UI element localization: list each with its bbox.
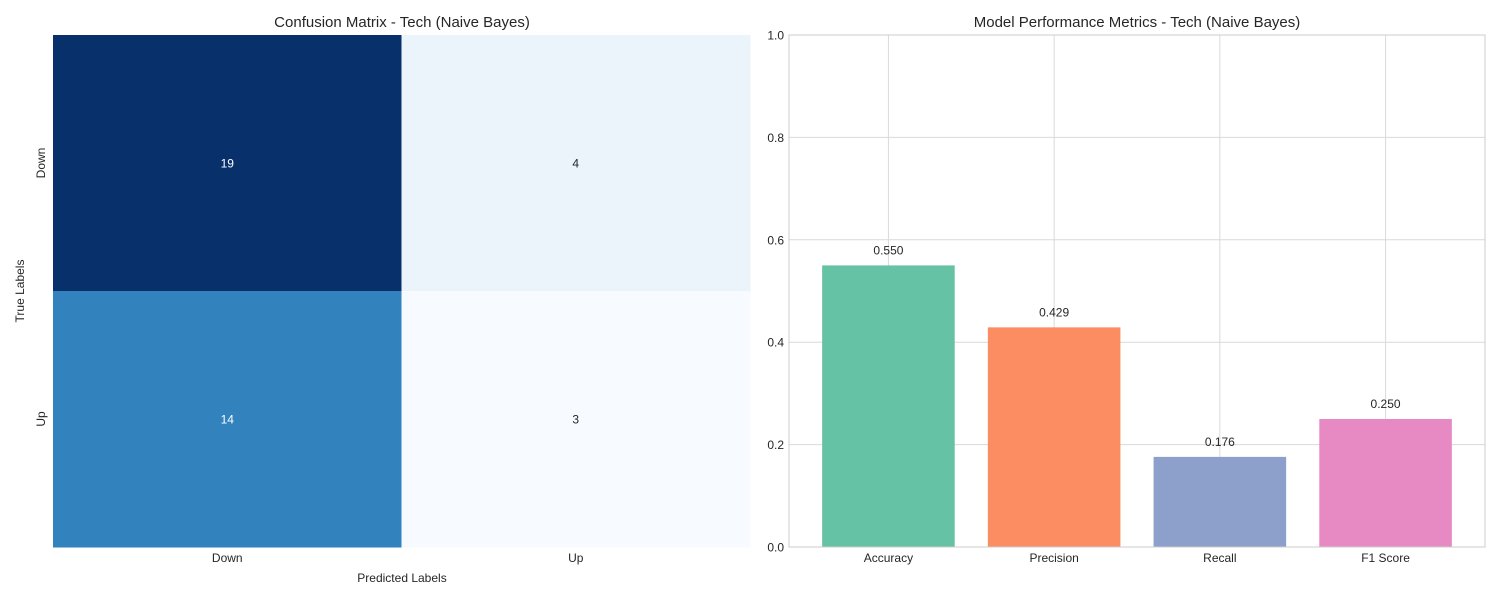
metric-bar xyxy=(987,327,1121,547)
heatmap-cell xyxy=(401,35,751,292)
heatmap-title: Confusion Matrix - Tech (Naive Bayes) xyxy=(274,14,530,31)
heatmap-cell-value: 14 xyxy=(221,413,235,427)
heatmap-x-tick-label: Up xyxy=(568,551,584,565)
bar-chart-y-tick-label: 0.8 xyxy=(767,131,784,145)
confusion-matrix-chart: Confusion Matrix - Tech (Naive Bayes) 19… xyxy=(13,14,751,585)
heatmap-x-tick-label: Down xyxy=(212,551,243,565)
bar-chart-x-tick-label: Accuracy xyxy=(864,551,913,565)
heatmap-y-axis-label: True Labels xyxy=(13,260,27,323)
bar-chart-y-tick-label: 0.2 xyxy=(767,438,784,452)
bar-chart-y-tick-label: 0.6 xyxy=(767,233,784,247)
metric-bar-value-label: 0.176 xyxy=(1205,435,1235,449)
bar-chart-x-tick-label: Precision xyxy=(1029,551,1078,565)
bar-chart-y-tick-label: 0.4 xyxy=(767,336,784,350)
heatmap-cell-value: 3 xyxy=(572,413,579,427)
heatmap-cell xyxy=(53,291,402,548)
bar-chart-x-tick-label: Recall xyxy=(1203,551,1236,565)
bar-chart-x-tick-label: F1 Score xyxy=(1361,551,1410,565)
metric-bar-value-label: 0.250 xyxy=(1371,397,1401,411)
bar-chart-y-tick-label: 1.0 xyxy=(767,29,784,43)
heatmap-cell xyxy=(53,35,402,292)
heatmap-cell-value: 19 xyxy=(221,157,235,171)
bar-chart-y-tick-label: 0.0 xyxy=(767,541,784,555)
metric-bar xyxy=(1153,456,1287,547)
heatmap-x-axis-label: Predicted Labels xyxy=(357,571,446,585)
heatmap-y-tick-label: Up xyxy=(34,411,48,427)
bar-chart-frame xyxy=(788,34,1486,548)
metric-bar xyxy=(1319,419,1452,547)
metric-bar xyxy=(822,265,955,547)
heatmap-cell-value: 4 xyxy=(572,157,579,171)
heatmap-cell xyxy=(401,291,751,548)
metric-bar-value-label: 0.429 xyxy=(1039,305,1069,319)
metrics-bar-chart: Model Performance Metrics - Tech (Naive … xyxy=(767,14,1486,565)
metric-bar-value-label: 0.550 xyxy=(873,243,903,257)
heatmap-y-tick-label: Down xyxy=(34,148,48,179)
bar-chart-title: Model Performance Metrics - Tech (Naive … xyxy=(974,14,1301,31)
